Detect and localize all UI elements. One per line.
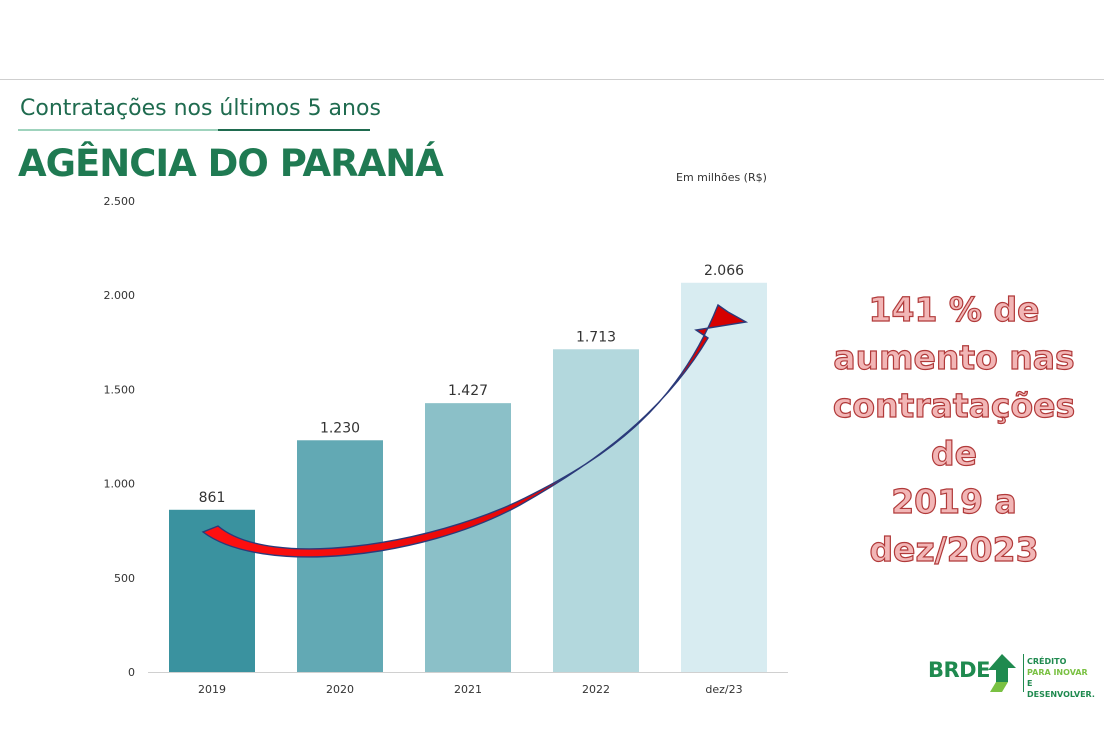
logo-tagline-line: CRÉDITO <box>1027 657 1067 666</box>
x-tick-label: 2019 <box>198 683 226 696</box>
bar-value-label: 1.427 <box>448 383 488 399</box>
logo-tagline-line: PARA INOVAR <box>1027 668 1088 677</box>
callout-line: contratações de <box>832 385 1076 473</box>
growth-arrow-body <box>201 303 749 558</box>
bar-value-label: 861 <box>199 490 226 506</box>
callout-line: 141 % de <box>868 289 1040 329</box>
x-tick-label: dez/23 <box>705 683 742 696</box>
bar-value-label: 2.066 <box>704 263 744 279</box>
callout-line: dez/2023 <box>869 529 1039 569</box>
y-tick-label: 1.000 <box>104 478 136 491</box>
x-tick-label: 2020 <box>326 683 354 696</box>
brde-logo: BRDE CRÉDITO PARA INOVAR E DESENVOLVER. <box>928 652 1098 699</box>
x-tick-label: 2021 <box>454 683 482 696</box>
bar <box>553 349 639 672</box>
logo-divider <box>1023 654 1024 692</box>
callout-line: 2019 a <box>891 481 1018 521</box>
logo-wordmark: BRDE <box>928 658 990 682</box>
units-label: Em milhões (R$) <box>676 171 767 184</box>
y-tick-label: 2.500 <box>104 195 136 208</box>
subtitle-underline-accent <box>218 129 370 131</box>
y-tick-label: 2.000 <box>104 289 136 302</box>
growth-callout: 141 % de aumento nas contratações de 201… <box>820 286 1088 574</box>
x-tick-label: 2022 <box>582 683 610 696</box>
page-title: AGÊNCIA DO PARANÁ <box>18 142 444 185</box>
logo-tagline: CRÉDITO PARA INOVAR E DESENVOLVER. <box>1027 656 1098 700</box>
subtitle-underline <box>18 129 370 131</box>
growth-arrow <box>201 303 749 558</box>
header-rule <box>0 79 1104 80</box>
brde-arrow-icon <box>988 654 1016 692</box>
y-tick-label: 1.500 <box>104 383 136 396</box>
y-tick-label: 500 <box>114 572 135 585</box>
logo-tagline-line: E DESENVOLVER. <box>1027 679 1095 699</box>
page-subtitle: Contratações nos últimos 5 anos <box>20 96 381 121</box>
bar-value-label: 1.230 <box>320 420 360 436</box>
bar <box>681 282 767 672</box>
callout-line: aumento nas <box>833 337 1076 377</box>
y-tick-label: 0 <box>128 666 135 679</box>
bar-value-label: 1.713 <box>576 329 616 345</box>
